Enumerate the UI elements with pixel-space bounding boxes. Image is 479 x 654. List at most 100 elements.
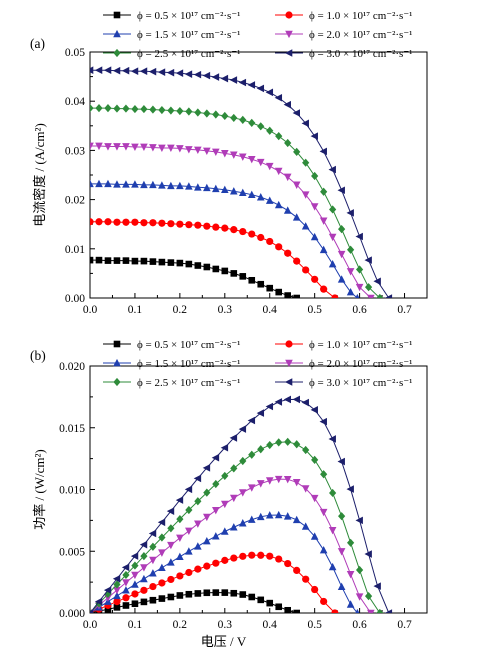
diamond-marker: [356, 565, 364, 575]
triangle-left-marker: [130, 552, 139, 560]
legend-label: ϕ = 0.5 × 10¹⁷ cm⁻²·s⁻¹: [137, 10, 240, 22]
square-marker: [248, 593, 256, 601]
triangle-left-marker: [310, 132, 318, 140]
triangle-left-marker: [384, 609, 393, 613]
x-tick-label: 0.1: [128, 619, 143, 631]
y-tick-label: 0.020: [59, 361, 85, 373]
triangle-down-marker: [301, 191, 310, 199]
y-tick-label: 0.010: [59, 485, 85, 497]
triangle-down-marker: [176, 145, 184, 153]
y-tick-label: 0.015: [59, 423, 85, 435]
diamond-marker: [131, 561, 139, 570]
diamond-marker: [239, 456, 247, 466]
diamond-marker: [266, 126, 274, 135]
legend-label: ϕ = 3.0 × 10¹⁷ cm⁻²·s⁻¹: [309, 377, 412, 389]
diamond-marker: [185, 505, 193, 515]
square-marker: [257, 596, 265, 604]
triangle-up-marker: [337, 582, 346, 591]
triangle-up-marker: [229, 523, 238, 531]
triangle-up-marker: [113, 358, 121, 367]
triangle-up-marker: [346, 287, 355, 296]
triangle-left-marker: [121, 563, 130, 572]
triangle-left-marker: [292, 395, 300, 404]
triangle-down-marker: [310, 203, 319, 211]
triangle-up-marker: [283, 206, 292, 214]
triangle-up-marker: [292, 515, 301, 524]
circle-marker: [167, 575, 175, 584]
triangle-up-marker: [176, 181, 184, 190]
square-marker: [275, 603, 283, 611]
x-tick-label: 0.2: [173, 619, 188, 631]
circle-marker: [284, 249, 292, 257]
triangle-left-marker: [328, 165, 336, 174]
diamond-marker: [221, 471, 229, 481]
triangle-left-marker: [229, 76, 238, 84]
circle-marker: [331, 609, 339, 613]
triangle-up-marker: [95, 179, 103, 188]
triangle-up-marker: [355, 293, 360, 298]
diamond-marker: [212, 110, 220, 119]
circle-marker: [285, 340, 293, 348]
circle-marker: [248, 230, 256, 238]
circle-marker: [320, 285, 328, 293]
triangle-left-marker: [94, 66, 103, 75]
square-marker: [266, 284, 274, 292]
diamond-marker: [221, 111, 229, 121]
diamond-marker: [320, 470, 328, 479]
triangle-left-marker: [166, 68, 175, 77]
triangle-down-marker: [274, 167, 283, 176]
legend-label: ϕ = 1.5 × 10¹⁷ cm⁻²·s⁻¹: [137, 29, 240, 41]
triangle-down-marker: [122, 143, 130, 151]
diamond-marker: [113, 104, 121, 113]
triangle-left-marker: [247, 416, 256, 425]
triangle-left-marker: [283, 100, 292, 109]
plot-area: [90, 395, 393, 613]
diamond-marker: [338, 225, 346, 234]
diamond-marker: [311, 455, 319, 464]
legend-label: ϕ = 1.0 × 10¹⁷ cm⁻²·s⁻¹: [309, 10, 412, 22]
circle-marker: [212, 223, 220, 231]
x-tick-label: 0.6: [352, 304, 367, 316]
diamond-marker: [212, 479, 220, 489]
square-marker: [140, 598, 148, 606]
triangle-down-marker: [247, 484, 256, 492]
circle-marker: [266, 552, 274, 560]
triangle-left-marker: [373, 277, 381, 286]
legend-label: ϕ = 2.0 × 10¹⁷ cm⁻²·s⁻¹: [309, 29, 412, 41]
triangle-up-marker: [149, 180, 157, 189]
circle-marker: [320, 597, 328, 606]
triangle-down-marker: [221, 500, 229, 509]
triangle-up-marker: [247, 515, 256, 523]
diamond-marker: [176, 106, 184, 116]
diamond-marker: [104, 103, 112, 113]
circle-marker: [257, 233, 265, 242]
diamond-marker: [364, 283, 373, 292]
diamond-marker: [257, 122, 265, 131]
diamond-marker: [347, 245, 355, 254]
triangle-up-marker: [265, 511, 274, 519]
triangle-up-marker: [140, 180, 148, 189]
diamond-marker: [257, 445, 265, 454]
diamond-marker: [203, 488, 211, 497]
square-marker: [221, 267, 229, 275]
triangle-left-marker: [193, 474, 202, 483]
square-marker: [194, 590, 202, 597]
triangle-up-marker: [185, 182, 193, 190]
triangle-down-marker: [194, 520, 202, 528]
triangle-up-marker: [131, 180, 139, 188]
triangle-up-marker: [337, 275, 346, 283]
triangle-down-marker: [292, 479, 301, 487]
triangle-up-marker: [310, 232, 319, 241]
diamond-marker: [122, 570, 130, 580]
circle-marker: [203, 562, 211, 570]
circle-marker: [248, 551, 256, 559]
x-tick-label: 0.7: [397, 304, 412, 316]
triangle-down-marker: [355, 593, 364, 601]
circle-marker: [185, 568, 193, 577]
triangle-down-marker: [176, 534, 184, 543]
circle-marker: [311, 275, 319, 283]
triangle-up-marker: [319, 245, 328, 254]
diamond-marker: [230, 113, 238, 123]
triangle-left-marker: [284, 378, 293, 386]
panel-label: (a): [30, 36, 45, 51]
